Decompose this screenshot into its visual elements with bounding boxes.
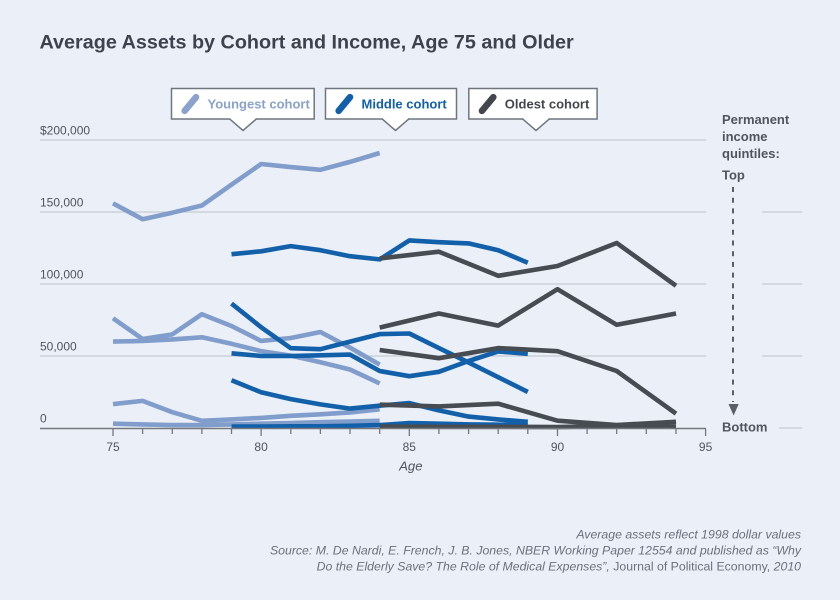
svg-text:150,000: 150,000 [40, 195, 84, 209]
svg-text:80: 80 [254, 440, 268, 454]
svg-text:100,000: 100,000 [40, 267, 84, 281]
svg-text:$200,000: $200,000 [40, 123, 90, 137]
svg-text:income: income [722, 129, 768, 144]
svg-text:0: 0 [40, 411, 47, 425]
svg-text:Do the Elderly Save? The Role: Do the Elderly Save? The Role of Medical… [317, 560, 802, 574]
svg-text:85: 85 [403, 440, 417, 454]
svg-text:Age: Age [398, 458, 422, 473]
svg-text:Permanent: Permanent [722, 112, 790, 127]
svg-text:Top: Top [722, 168, 745, 183]
svg-text:Bottom: Bottom [722, 420, 768, 435]
svg-text:quintiles:: quintiles: [722, 146, 780, 161]
svg-text:Source: M. De Nardi, E. French: Source: M. De Nardi, E. French, J. B. Jo… [270, 544, 802, 558]
svg-text:Oldest cohort: Oldest cohort [505, 97, 590, 112]
svg-text:90: 90 [551, 440, 565, 454]
svg-text:50,000: 50,000 [40, 339, 77, 353]
svg-text:Average Assets by Cohort and I: Average Assets by Cohort and Income, Age… [40, 32, 575, 54]
svg-text:75: 75 [106, 440, 120, 454]
svg-text:Middle cohort: Middle cohort [362, 97, 448, 112]
svg-text:95: 95 [699, 440, 713, 454]
svg-text:Average assets reflect 1998 do: Average assets reflect 1998 dollar value… [575, 528, 801, 542]
svg-text:Youngest cohort: Youngest cohort [208, 97, 311, 112]
